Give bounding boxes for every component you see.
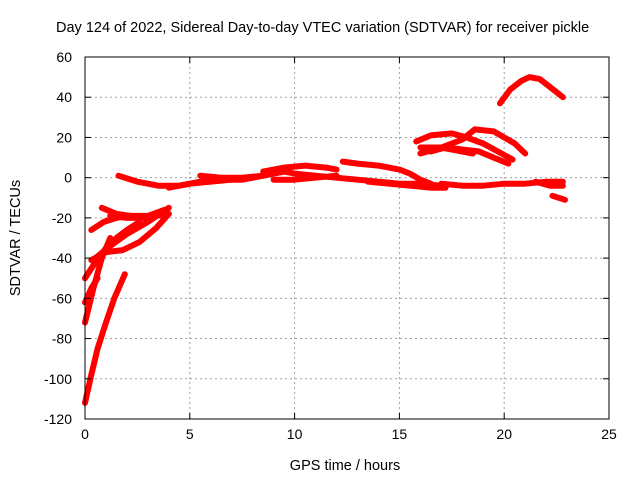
- y-tick-label: -20: [52, 210, 72, 226]
- series-arc-13: [260, 162, 340, 175]
- series-arc-25: [497, 74, 566, 107]
- y-tick-label: 0: [64, 170, 72, 186]
- plot-frame: [84, 56, 610, 420]
- x-tick-label: 0: [81, 426, 89, 442]
- series-arc-3: [82, 275, 101, 306]
- series-arc-19: [532, 178, 566, 189]
- series-arc-17: [365, 178, 449, 191]
- x-tick-label: 25: [601, 426, 617, 442]
- x-tick-label: 15: [392, 426, 408, 442]
- chart-title: Day 124 of 2022, Sidereal Day-to-day VTE…: [56, 20, 589, 36]
- x-axis-title: GPS time / hours: [290, 458, 400, 474]
- series-arc-20: [549, 192, 568, 203]
- series-arc-24: [427, 144, 512, 167]
- y-tick-label: -120: [44, 411, 72, 427]
- y-tick-label: -40: [52, 250, 72, 266]
- y-tick-label: 40: [56, 89, 72, 105]
- series-layer: [82, 74, 568, 406]
- y-tick-label: 60: [56, 49, 72, 65]
- series-arc-12: [197, 168, 288, 181]
- series-arc-15: [339, 158, 434, 187]
- x-tick-label: 10: [287, 426, 303, 442]
- series-arc-1: [82, 271, 128, 406]
- x-tick-label: 20: [496, 426, 512, 442]
- y-tick-label: -80: [52, 331, 72, 347]
- x-tick-label: 5: [186, 426, 194, 442]
- y-tick-label: -100: [44, 371, 72, 387]
- series-arc-14: [270, 172, 340, 183]
- y-tick-label: 20: [56, 129, 72, 145]
- y-tick-label: -60: [52, 290, 72, 306]
- y-axis-title: SDTVAR / TECUs: [8, 180, 24, 296]
- axis-ticks: 0 5 10 15 20 25 -120 -100 -80 -60 -40 -20 0 20 40 60: [44, 49, 617, 442]
- grid-lines: [85, 57, 609, 419]
- series-arc-9: [107, 210, 172, 221]
